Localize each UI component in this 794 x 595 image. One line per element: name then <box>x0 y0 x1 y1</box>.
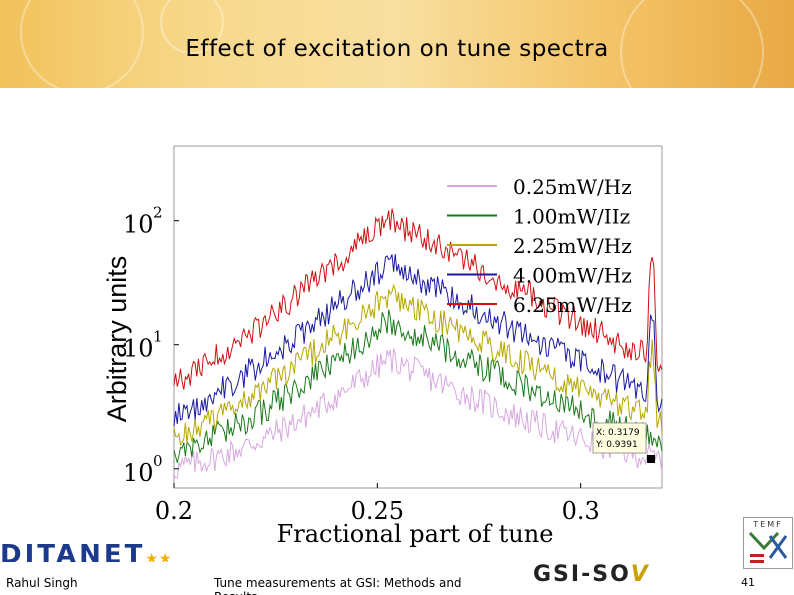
series-line <box>173 283 663 447</box>
y-tick-exponent: 2 <box>153 204 163 222</box>
datatip-marker <box>647 455 655 463</box>
slide-title: Effect of excitation on tune spectra <box>185 36 609 62</box>
y-tick-label: 10 <box>123 459 154 487</box>
series-layer <box>173 208 663 479</box>
legend-label: 1.00mW/IIz <box>513 205 630 229</box>
x-tick-label: 0.2 <box>155 497 193 525</box>
footer-text: Tune measurements at GSI: Methods and Re… <box>214 576 462 595</box>
series-line <box>173 253 663 427</box>
series-line <box>173 208 663 390</box>
datatip-box <box>592 422 647 454</box>
datatip: X: 0.3179 Y: 0.9391 <box>592 422 655 463</box>
header-banner <box>0 0 794 88</box>
gsi-so-logo: GSI-SOV <box>533 562 650 587</box>
legend-label: 0.25mW/Hz <box>513 175 632 199</box>
author-name: Rahul Singh <box>6 576 78 590</box>
datatip-y: Y: 0.9391 <box>595 440 638 450</box>
series-line <box>173 309 663 463</box>
legend-label: 4.00mW/Hz <box>513 264 632 288</box>
temf-logo: TEMF <box>743 517 793 569</box>
x-tick-label: 0.25 <box>351 497 404 525</box>
ditanet-logo-text: DITANET <box>0 540 146 562</box>
temf-logo-graphic: TEMF <box>748 520 788 563</box>
x-tick-label: 0.3 <box>562 497 600 525</box>
x-axis-label: Fractional part of tune <box>277 520 554 548</box>
y-tick-exponent: 1 <box>153 328 163 346</box>
gsi-so-logo-mark: V <box>630 562 650 587</box>
gsi-so-logo-text: GSI-SO <box>533 562 631 587</box>
y-axis-label: Arbitrary units <box>102 256 132 423</box>
y-tick-label: 10 <box>123 211 154 239</box>
datatip-x: X: 0.3179 <box>596 428 640 438</box>
y-tick-label: 10 <box>123 335 154 363</box>
x-axis: 0.2 0.25 0.3 <box>155 483 600 525</box>
banner-decoration <box>620 0 764 88</box>
legend-label: 2.25mW/Hz <box>513 234 632 258</box>
banner-decoration <box>160 0 224 54</box>
series-line <box>173 348 663 479</box>
ditanet-logo: DITANET★★ <box>0 540 172 562</box>
legend: 0.25mW/Hz 1.00mW/IIz 2.25mW/Hz 4.00mW/Hz 6.2… <box>447 175 632 317</box>
y-tick-exponent: 0 <box>153 452 163 470</box>
temf-logo-text: TEMF <box>752 520 782 529</box>
legend-label: 6.25mW/Hz <box>513 293 632 317</box>
star-icon: ★★ <box>145 551 173 562</box>
page-number: 41 <box>741 576 755 589</box>
